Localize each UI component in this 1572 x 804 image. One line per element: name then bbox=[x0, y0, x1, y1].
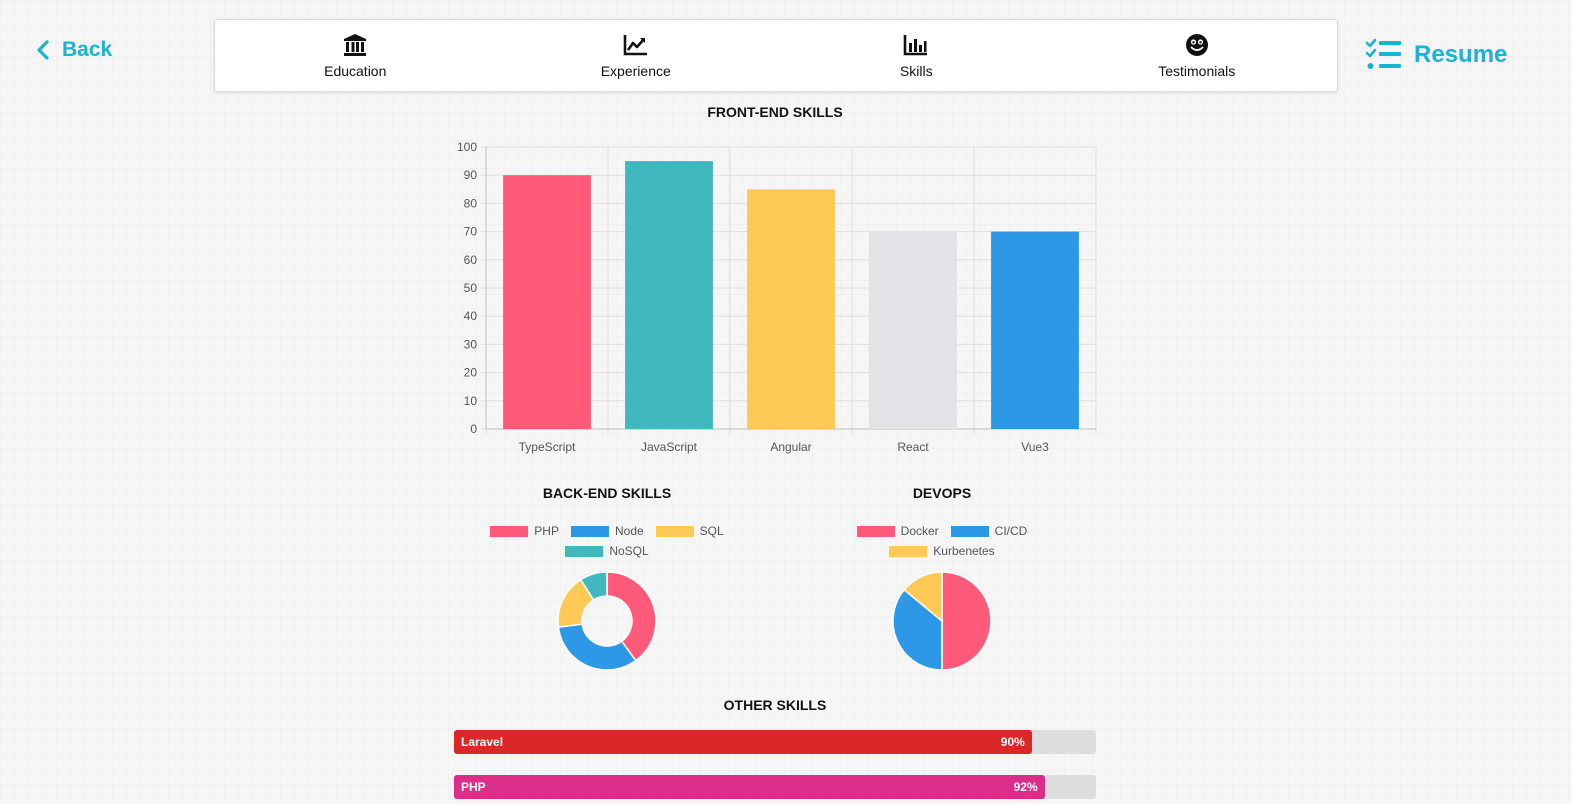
slice-ci-cd[interactable] bbox=[892, 588, 943, 671]
legend-item-php[interactable]: PHP bbox=[490, 524, 559, 538]
bar-angular[interactable] bbox=[747, 189, 835, 429]
bank-icon bbox=[344, 33, 367, 56]
y-tick-label: 20 bbox=[464, 366, 478, 380]
legend-item-docker[interactable]: Docker bbox=[856, 524, 939, 538]
back-end-doughnut-chart bbox=[557, 571, 657, 671]
tab-experience-label: Experience bbox=[600, 62, 671, 79]
resume-label: Resume bbox=[1414, 41, 1508, 68]
skill-bar-fill: Laravel 90% bbox=[454, 730, 1032, 754]
x-tick-label: Vue3 bbox=[1021, 440, 1049, 454]
skill-name: Laravel bbox=[461, 735, 504, 749]
slice-php[interactable] bbox=[606, 571, 657, 662]
legend-swatch bbox=[570, 525, 609, 537]
legend-swatch bbox=[565, 545, 604, 557]
legend-swatch bbox=[856, 525, 895, 537]
slice-docker[interactable] bbox=[941, 571, 992, 671]
skill-percent: 92% bbox=[1013, 780, 1038, 794]
legend-label: Kurbenetes bbox=[933, 544, 995, 558]
legend-item-sql[interactable]: SQL bbox=[655, 524, 724, 538]
devops-legend: Docker CI/CD Kurbenetes bbox=[832, 524, 1052, 558]
chevron-left-icon bbox=[37, 40, 49, 60]
y-tick-label: 30 bbox=[464, 337, 478, 351]
x-tick-label: Angular bbox=[770, 440, 811, 454]
back-link[interactable]: Back bbox=[36, 38, 112, 62]
y-tick-label: 0 bbox=[470, 422, 477, 436]
skill-bar-php: PHP 92% bbox=[454, 775, 1096, 799]
legend-label: Docker bbox=[900, 524, 939, 538]
legend-label: CI/CD bbox=[994, 524, 1028, 538]
legend-item-node[interactable]: Node bbox=[570, 524, 644, 538]
y-tick-label: 60 bbox=[464, 253, 478, 267]
devops-title: DEVOPS bbox=[912, 485, 972, 501]
x-tick-label: TypeScript bbox=[519, 440, 576, 454]
front-end-title: FRONT-END SKILLS bbox=[707, 104, 843, 120]
tab-testimonials-label: Testimonials bbox=[1158, 62, 1236, 79]
smiley-icon bbox=[1185, 33, 1208, 56]
bar-vue3[interactable] bbox=[991, 231, 1079, 429]
slice-kurbenetes[interactable] bbox=[903, 571, 943, 623]
x-tick-label: JavaScript bbox=[641, 440, 698, 454]
slice-node[interactable] bbox=[557, 623, 637, 671]
y-tick-label: 100 bbox=[457, 140, 477, 154]
devops-pie-chart bbox=[892, 571, 992, 671]
back-label: Back bbox=[62, 38, 113, 61]
legend-item-ci-cd[interactable]: CI/CD bbox=[950, 524, 1028, 538]
front-end-bar-chart: 0 10 20 30 40 50 60 70 80 90 100 TypeScript JavaScri… bbox=[457, 140, 1097, 454]
y-tick-label: 50 bbox=[464, 281, 478, 295]
y-tick-label: 10 bbox=[464, 394, 478, 408]
tab-skills[interactable]: Skills bbox=[776, 20, 1057, 91]
bar-javascript[interactable] bbox=[625, 161, 713, 429]
legend-label: NoSQL bbox=[609, 544, 649, 558]
tab-education[interactable]: Education bbox=[215, 20, 496, 91]
legend-label: SQL bbox=[699, 524, 724, 538]
back-end-legend: PHP Node SQL NoSQL bbox=[470, 524, 744, 558]
checklist-icon bbox=[1366, 38, 1401, 69]
back-end-title: BACK-END SKILLS bbox=[542, 485, 672, 501]
skill-name: PHP bbox=[461, 780, 486, 794]
x-tick-label: React bbox=[897, 440, 929, 454]
y-tick-label: 90 bbox=[464, 168, 478, 182]
tab-experience[interactable]: Experience bbox=[496, 20, 777, 91]
resume-brand[interactable]: Resume bbox=[1366, 38, 1507, 72]
legend-swatch bbox=[889, 545, 928, 557]
y-tick-label: 80 bbox=[464, 196, 478, 210]
legend-label: Node bbox=[614, 524, 644, 538]
bar-react[interactable] bbox=[869, 231, 957, 429]
section-nav: Education Experience Skills Testimonials bbox=[214, 19, 1338, 92]
legend-item-kurbenetes[interactable]: Kurbenetes bbox=[889, 544, 995, 558]
legend-item-nosql[interactable]: NoSQL bbox=[565, 544, 649, 558]
tab-skills-label: Skills bbox=[899, 62, 933, 79]
tab-testimonials[interactable]: Testimonials bbox=[1057, 20, 1338, 91]
bar-typescript[interactable] bbox=[503, 175, 591, 429]
tab-education-label: Education bbox=[324, 62, 387, 79]
skill-percent: 90% bbox=[1000, 735, 1025, 749]
bar-chart-icon bbox=[903, 34, 928, 55]
legend-swatch bbox=[490, 525, 529, 537]
other-skills-title: OTHER SKILLS bbox=[723, 697, 827, 713]
y-tick-label: 40 bbox=[464, 309, 478, 323]
legend-swatch bbox=[950, 525, 989, 537]
skill-bar-laravel: Laravel 90% bbox=[454, 730, 1096, 754]
skill-bar-fill: PHP 92% bbox=[454, 775, 1045, 799]
legend-label: PHP bbox=[534, 524, 559, 538]
legend-swatch bbox=[655, 525, 694, 537]
chart-line-icon bbox=[623, 34, 647, 55]
slice-nosql[interactable] bbox=[579, 571, 608, 601]
y-tick-label: 70 bbox=[464, 225, 478, 239]
